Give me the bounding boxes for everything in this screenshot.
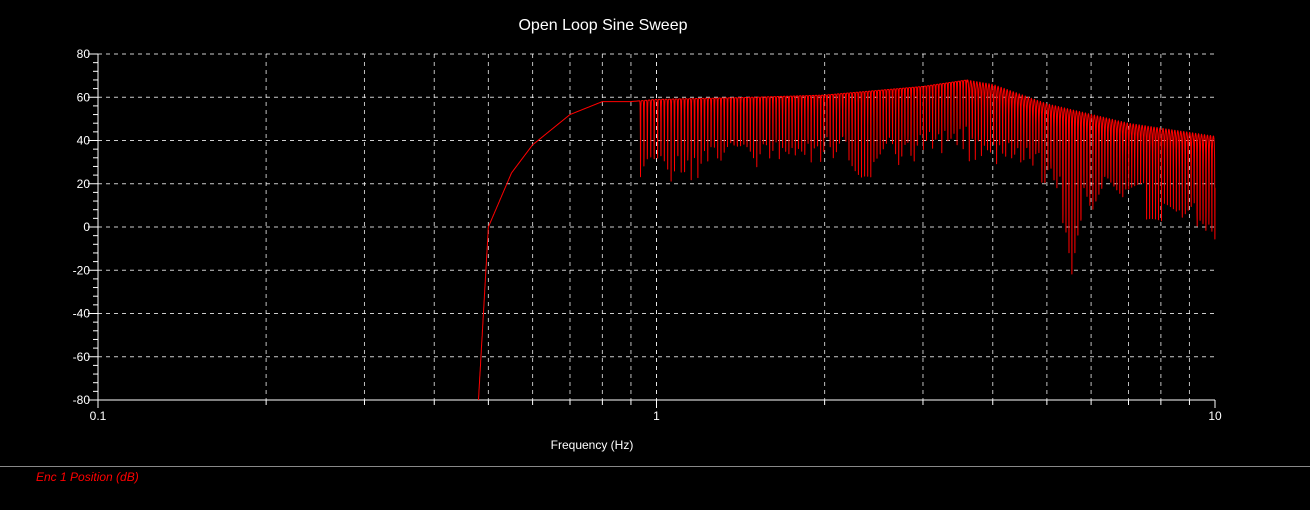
legend-entry[interactable]: Enc 1 Position (dB) [36, 470, 139, 484]
y-tick-label: 40 [77, 134, 91, 148]
grid [98, 53, 1215, 400]
y-tick-label: 0 [83, 220, 90, 234]
x-axis-label: Frequency (Hz) [551, 438, 634, 452]
x-tick-label: 10 [1208, 409, 1222, 423]
legend-divider [0, 466, 1310, 467]
y-tick-label: -20 [73, 263, 91, 277]
series [478, 79, 1216, 401]
x-tick-label: 1 [653, 409, 660, 423]
chart: Open Loop Sine Sweep -80 -60 -40 -20 0 20 40 60… [73, 17, 1222, 452]
y-tick-label: -40 [73, 307, 91, 321]
y-tick-label: -80 [73, 393, 91, 407]
y-tick-label: 20 [77, 177, 91, 191]
y-tick-label: -60 [73, 350, 91, 364]
ticks: -80 -60 -40 -20 0 20 40 60 80 0.1 1 10 [73, 47, 1222, 423]
x-tick-label: 0.1 [90, 409, 107, 423]
y-tick-label: 60 [77, 90, 91, 104]
series-line [478, 79, 1216, 401]
chart-title: Open Loop Sine Sweep [518, 17, 687, 34]
y-tick-label: 80 [77, 47, 91, 61]
